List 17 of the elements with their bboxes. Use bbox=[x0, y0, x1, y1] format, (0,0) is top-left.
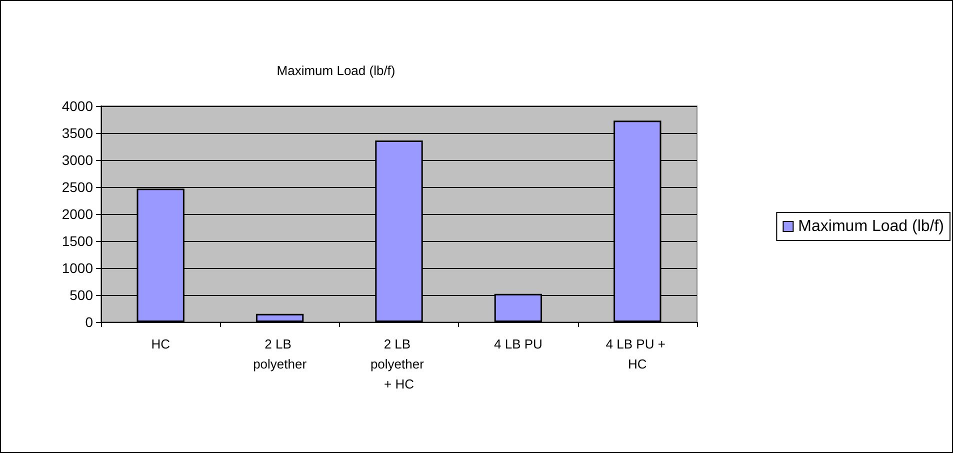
x-tick-label: 4 LB PU + HC bbox=[606, 336, 670, 372]
y-tick-label: 2500 bbox=[62, 179, 94, 195]
y-tick-label: 4000 bbox=[62, 98, 94, 114]
y-tick-label: 500 bbox=[70, 287, 94, 303]
x-tick-label: HC bbox=[151, 336, 170, 352]
y-tick-label: 3000 bbox=[62, 152, 94, 168]
bar bbox=[256, 314, 304, 322]
x-tick-label: 2 LB polyether bbox=[253, 336, 308, 372]
x-tick-label: 4 LB PU bbox=[494, 336, 542, 352]
y-tick-label: 3500 bbox=[62, 125, 94, 141]
y-tick-label: 2000 bbox=[62, 206, 94, 222]
legend-label: Maximum Load (lb/f) bbox=[798, 218, 944, 235]
y-tick-label: 0 bbox=[85, 314, 94, 330]
chart-title: Maximum Load (lb/f) bbox=[276, 63, 396, 78]
x-tick-label: 2 LB polyether + HC bbox=[370, 336, 428, 392]
y-tick-label: 1500 bbox=[62, 233, 94, 249]
y-tick-label: 1000 bbox=[62, 260, 94, 276]
